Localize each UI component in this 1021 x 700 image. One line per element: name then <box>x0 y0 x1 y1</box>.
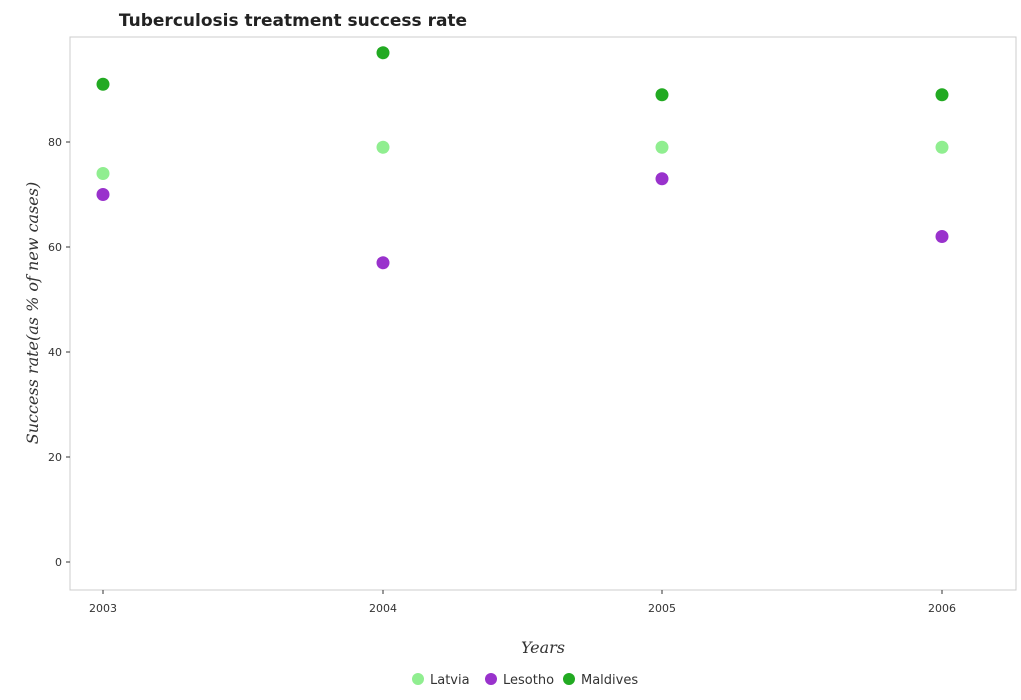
legend-item-maldives: Maldives <box>563 673 638 688</box>
y-tick-label: 60 <box>48 241 62 254</box>
point-lesotho-2003 <box>97 188 110 201</box>
point-latvia-2003 <box>97 167 110 180</box>
legend-marker <box>563 673 575 685</box>
y-tick-label: 0 <box>55 556 62 569</box>
y-tick-label: 80 <box>48 136 62 149</box>
legend-label: Lesotho <box>503 673 554 688</box>
x-axis-label: Years <box>521 638 565 657</box>
point-lesotho-2004 <box>377 256 390 269</box>
point-latvia-2004 <box>377 141 390 154</box>
point-latvia-2005 <box>656 141 669 154</box>
point-maldives-2003 <box>97 78 110 91</box>
y-axis-label: Success rate(as % of new cases) <box>23 182 42 444</box>
y-tick-label: 20 <box>48 451 62 464</box>
legend-item-lesotho: Lesotho <box>485 673 554 688</box>
legend-label: Maldives <box>581 673 638 688</box>
plot-area <box>70 37 1016 590</box>
point-maldives-2005 <box>656 88 669 101</box>
point-lesotho-2005 <box>656 172 669 185</box>
x-tick-label: 2003 <box>89 602 117 615</box>
x-axis-ticks: 2003 2004 2005 2006 <box>89 590 956 615</box>
legend-label: Latvia <box>430 673 470 688</box>
legend-marker <box>485 673 497 685</box>
x-tick-label: 2005 <box>648 602 676 615</box>
point-latvia-2006 <box>936 141 949 154</box>
legend-item-latvia: Latvia <box>412 673 470 688</box>
y-tick-label: 40 <box>48 346 62 359</box>
x-tick-label: 2006 <box>928 602 956 615</box>
y-axis-ticks: 0 20 40 60 80 <box>48 136 70 569</box>
point-maldives-2006 <box>936 88 949 101</box>
chart-title: Tuberculosis treatment success rate <box>119 11 467 31</box>
point-maldives-2004 <box>377 46 390 59</box>
legend-marker <box>412 673 424 685</box>
legend: Latvia Lesotho Maldives <box>412 673 638 688</box>
x-tick-label: 2004 <box>369 602 397 615</box>
point-lesotho-2006 <box>936 230 949 243</box>
